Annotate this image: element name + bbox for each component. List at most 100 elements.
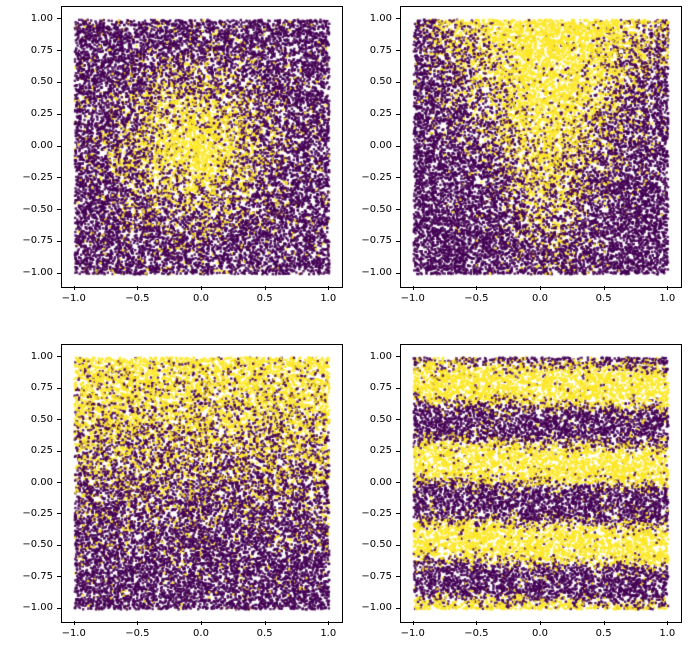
y-tick-label: 0.50 (369, 76, 392, 88)
y-tick-label: 0.00 (30, 476, 53, 488)
y-tick-label: 0.50 (30, 413, 53, 425)
x-tick-mark (264, 286, 266, 290)
y-tick-label: −0.25 (361, 171, 392, 183)
y-tick-label: −0.75 (361, 570, 392, 582)
y-tick-label: 1.00 (369, 12, 392, 24)
x-tick-label: −1.0 (400, 293, 425, 304)
x-tick-label: 0.0 (532, 293, 548, 304)
x-tick-label: −1.0 (400, 628, 425, 639)
y-tick-label: −0.75 (361, 235, 392, 247)
subplot-bottom-left: −1.0 −0.5 0.0 0.5 1.0 1.00 0.75 0.50 0.25 0.00 −0.… (22, 344, 343, 639)
y-tick-mark (396, 356, 400, 358)
x-tick-mark (412, 286, 414, 290)
y-tick-label: 1.00 (30, 350, 53, 362)
y-tick-mark (57, 419, 61, 421)
x-tick-label: 0.0 (193, 293, 209, 304)
x-tick-mark (201, 621, 202, 625)
x-tick-label: 0.5 (595, 293, 612, 304)
y-tick-mark (396, 482, 400, 483)
x-tick-mark (73, 621, 75, 625)
x-tick-label: 0.5 (256, 293, 273, 304)
x-tick-label: 1.0 (320, 293, 337, 304)
y-tick-mark (57, 482, 61, 483)
subplot-top-right: −1.0 −0.5 0.0 0.5 1.0 1.00 0.75 0.50 0.25 0.00 −0.… (361, 6, 682, 304)
scatter-canvas-bottom-right (401, 345, 681, 622)
y-tick-label: 0.25 (30, 445, 53, 457)
axes-frame-bottom-left (61, 344, 343, 623)
y-tick-label: 0.75 (30, 382, 53, 394)
x-tick-label: −0.5 (464, 628, 489, 639)
x-tick-mark (328, 621, 330, 625)
y-tick-label: 0.00 (30, 140, 53, 151)
x-tick-mark (603, 286, 605, 290)
y-tick-label: 1.00 (30, 12, 53, 24)
axes-frame-top-left (61, 6, 343, 288)
y-tick-label: −0.50 (361, 539, 392, 551)
subplot-bottom-right: −1.0 −0.5 0.0 0.5 1.0 1.00 0.75 0.50 0.25 0.00 −0.… (361, 344, 682, 639)
y-tick-label: 1.00 (369, 350, 392, 362)
y-tick-mark (396, 145, 400, 147)
x-tick-mark (540, 286, 541, 290)
y-tick-mark (396, 272, 400, 274)
y-tick-label: −1.00 (22, 267, 53, 279)
x-tick-mark (476, 286, 478, 290)
x-tick-mark (667, 621, 669, 625)
x-tick-mark (476, 621, 478, 625)
y-tick-mark (396, 450, 400, 452)
x-tick-mark (540, 621, 541, 625)
y-tick-mark (57, 209, 61, 211)
y-tick-label: 0.75 (369, 44, 392, 56)
x-tick-label: −0.5 (125, 293, 150, 304)
x-tick-mark (412, 621, 414, 625)
x-tick-label: 0.5 (595, 628, 612, 639)
y-tick-label: 0.75 (30, 44, 53, 56)
y-tick-mark (57, 50, 61, 52)
axes-frame-bottom-right (400, 344, 682, 623)
x-tick-label: −1.0 (61, 628, 86, 639)
y-tick-mark (57, 177, 61, 179)
y-tick-label: 0.25 (369, 108, 392, 120)
y-tick-mark (57, 513, 61, 515)
y-tick-label: −0.50 (22, 203, 53, 215)
y-tick-mark (57, 387, 61, 389)
x-tick-label: 0.5 (256, 628, 273, 639)
x-tick-label: 1.0 (659, 293, 676, 304)
y-tick-mark (57, 576, 61, 578)
x-tick-label: 0.0 (532, 628, 548, 639)
x-tick-label: −0.5 (464, 293, 489, 304)
y-tick-label: −0.75 (22, 235, 53, 247)
y-tick-label: −0.50 (22, 539, 53, 551)
y-tick-mark (396, 513, 400, 515)
x-tick-label: −0.5 (125, 628, 150, 639)
y-tick-mark (396, 81, 400, 83)
x-tick-label: 1.0 (659, 628, 676, 639)
y-tick-mark (57, 450, 61, 452)
y-tick-mark (57, 18, 61, 20)
y-tick-mark (57, 607, 61, 609)
y-tick-mark (396, 18, 400, 20)
subplot-top-left: −1.0 −0.5 0.0 0.5 1.0 1.00 0.75 0.50 0.25 0.00 −0.… (22, 6, 343, 304)
y-tick-label: 0.00 (369, 476, 392, 488)
axes-frame-top-right (400, 6, 682, 288)
y-tick-label: 0.00 (369, 140, 392, 151)
y-tick-mark (396, 240, 400, 242)
y-tick-mark (57, 81, 61, 83)
y-tick-label: 0.25 (30, 108, 53, 120)
y-tick-label: 0.50 (369, 413, 392, 425)
y-tick-mark (396, 177, 400, 179)
y-tick-mark (396, 387, 400, 389)
y-tick-label: −0.50 (361, 203, 392, 215)
y-tick-mark (396, 209, 400, 211)
y-tick-label: −1.00 (22, 602, 53, 614)
y-tick-mark (57, 272, 61, 274)
y-tick-label: −0.25 (22, 507, 53, 519)
y-tick-label: −0.25 (22, 171, 53, 183)
scatter-canvas-top-left (62, 7, 342, 287)
y-tick-mark (57, 356, 61, 358)
scatter-canvas-bottom-left (62, 345, 342, 622)
y-tick-mark (396, 50, 400, 52)
y-tick-mark (396, 576, 400, 578)
x-tick-mark (264, 621, 266, 625)
x-tick-mark (137, 621, 139, 625)
